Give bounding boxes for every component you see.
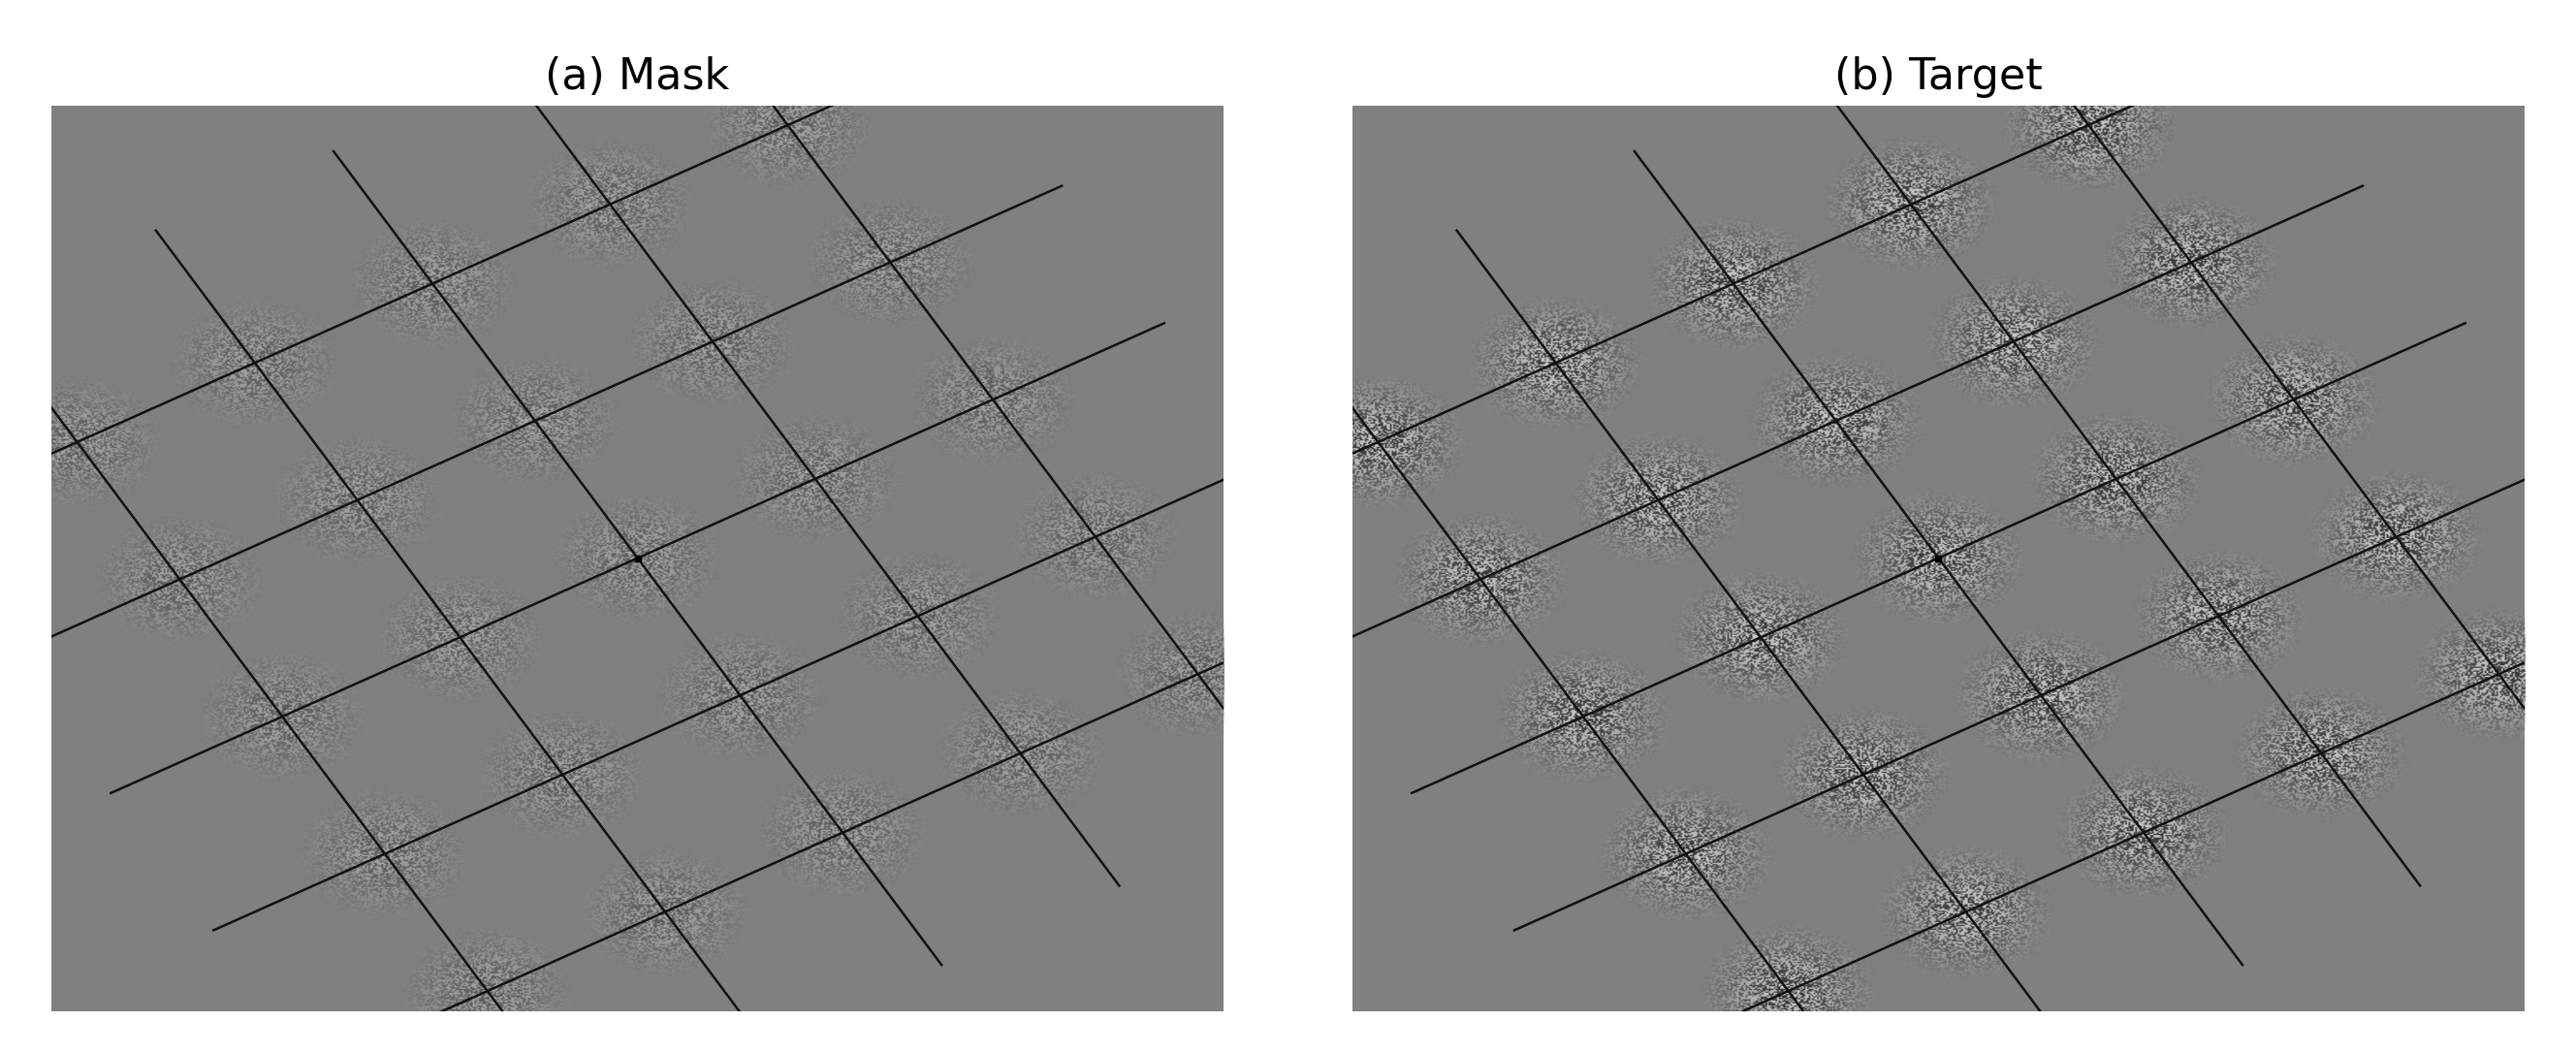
Title: (b) Target: (b) Target (1834, 56, 2043, 98)
Title: (a) Mask: (a) Mask (546, 56, 729, 98)
